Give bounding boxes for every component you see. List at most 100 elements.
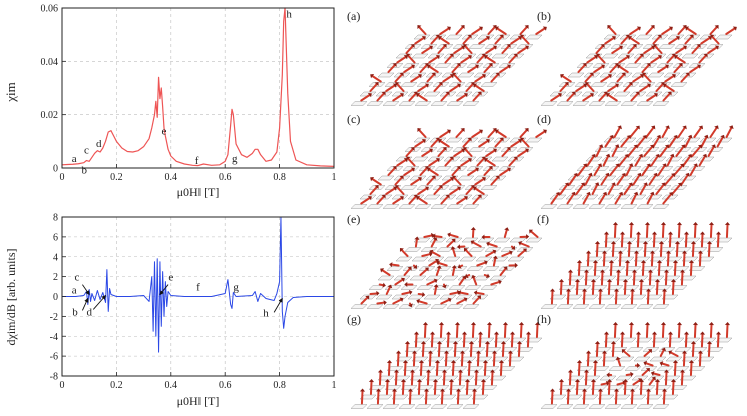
spin-arrow: [496, 130, 507, 138]
spin-arrow: [566, 92, 575, 102]
spin-arrow: [423, 324, 427, 338]
spin-arrow-head: [564, 182, 570, 187]
lattice-tile: [613, 194, 631, 200]
spin-arrow: [442, 178, 453, 186]
spin-arrow-head: [499, 34, 504, 39]
lattice-tile: [404, 247, 422, 252]
spin-arrow-head: [622, 279, 629, 283]
lattice-tile: [599, 375, 617, 381]
spin-arrow: [652, 372, 661, 376]
spin-arrow-head: [624, 260, 631, 264]
spin-arrow-head: [615, 163, 620, 168]
spin-arrow-head: [395, 184, 400, 189]
spin-arrow-head: [429, 249, 434, 255]
spin-arrow: [630, 92, 639, 102]
spin-arrow-head: [451, 238, 456, 243]
spin-arrow: [629, 224, 633, 238]
spin-arrow-head: [447, 232, 451, 238]
spin-arrow-head: [590, 379, 597, 383]
spin-arrow-head: [592, 360, 599, 364]
spin-arrow: [604, 136, 613, 148]
spin-arrow-head: [399, 196, 404, 201]
spin-arrow: [652, 333, 656, 348]
spin-arrow-head: [699, 231, 706, 235]
spin-arrow: [600, 75, 611, 83]
spin-arrow: [680, 271, 684, 286]
spin-arrow-head: [589, 93, 594, 98]
spin-arrow: [618, 155, 628, 167]
spin-arrow-head: [393, 369, 400, 373]
y-tick-label: -2: [50, 312, 58, 323]
spin-panel-c: (c): [347, 112, 547, 209]
lattice-tile: [459, 256, 477, 262]
spin-arrow: [568, 174, 577, 186]
spin-arrow: [716, 233, 720, 248]
spin-arrow-head: [484, 260, 488, 266]
spin-arrow: [725, 224, 729, 238]
spin-arrow-head: [728, 125, 734, 130]
lattice-tile: [507, 256, 525, 262]
spin-arrow-head: [697, 250, 704, 254]
spin-arrow-head: [423, 388, 430, 392]
spin-arrow: [440, 92, 449, 102]
lattice-tile: [670, 82, 688, 87]
lattice-tile: [491, 53, 509, 59]
spin-arrow: [419, 64, 428, 73]
spin-arrow: [487, 129, 496, 138]
lattice-tile: [466, 63, 484, 68]
spin-arrow: [639, 381, 643, 395]
spin-arrow: [451, 64, 460, 73]
spin-arrow-head: [583, 269, 590, 273]
spin-arrow: [451, 362, 455, 376]
lattice-tile: [651, 137, 669, 143]
spin-arrow: [371, 178, 382, 186]
spin-arrow: [680, 174, 689, 186]
spin-arrow-head: [511, 245, 516, 250]
spin-arrow-head: [560, 74, 565, 79]
lattice-tile: [384, 285, 402, 290]
lattice-tile: [549, 194, 567, 200]
lattice-tile: [509, 237, 527, 243]
spin-arrow-head: [574, 279, 581, 283]
spin-arrow: [471, 324, 475, 338]
spin-arrow-head: [495, 72, 500, 77]
lattice-tile: [473, 175, 491, 181]
spin-arrow: [630, 193, 638, 205]
spin-arrow: [600, 271, 604, 286]
lattice-tile: [409, 175, 427, 181]
spin-arrow-head: [399, 297, 404, 303]
lattice-tile: [366, 204, 384, 209]
spin-arrow-head: [445, 91, 450, 96]
lattice-tile: [516, 44, 534, 49]
spin-arrow-head: [438, 139, 443, 144]
lattice-tile: [590, 185, 608, 190]
spin-arrow-head: [467, 137, 472, 142]
spin-arrow: [408, 390, 412, 405]
spin-arrow-head: [594, 182, 600, 187]
lattice-tile: [620, 404, 638, 409]
spin-arrow: [417, 94, 428, 102]
lattice-tile: [567, 175, 585, 181]
y-tick-labels: 0 0.02 0.04 0.06: [41, 4, 59, 175]
spin-arrow: [629, 324, 633, 338]
spin-arrow: [593, 362, 597, 376]
spin-arrow-head: [475, 350, 482, 354]
spin-arrow: [455, 26, 464, 35]
spin-arrow-head: [432, 237, 438, 242]
lattice-tile: [699, 137, 717, 143]
spin-arrow-head: [438, 184, 443, 189]
spin-arrow: [453, 176, 462, 186]
lattice-tile: [462, 204, 480, 209]
spin-arrow-head: [681, 144, 686, 149]
lattice-tile: [411, 256, 429, 262]
lattice-tile: [457, 275, 475, 281]
spin-arrow: [474, 84, 485, 92]
spin-arrow: [620, 233, 624, 248]
lattice-tile: [688, 166, 706, 171]
spin-arrow: [629, 127, 639, 138]
spin-arrow: [675, 243, 679, 257]
spin-arrow: [421, 46, 432, 54]
spin-arrow-head: [452, 175, 457, 180]
spin-arrow: [673, 262, 677, 276]
lattice-tile: [556, 204, 574, 209]
